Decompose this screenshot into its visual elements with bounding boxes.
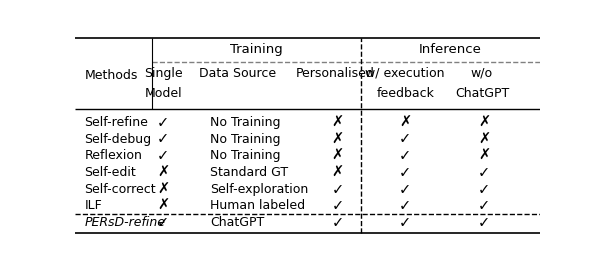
Text: ChatGPT: ChatGPT — [210, 216, 264, 229]
Text: ✓: ✓ — [332, 215, 344, 230]
Text: No Training: No Training — [210, 116, 280, 129]
Text: Inference: Inference — [419, 44, 482, 56]
Text: feedback: feedback — [376, 87, 434, 100]
Text: Self-exploration: Self-exploration — [210, 182, 308, 196]
Text: ✓: ✓ — [478, 165, 490, 180]
Text: ✗: ✗ — [478, 115, 490, 130]
Text: Self-debug: Self-debug — [84, 133, 151, 145]
Text: ✗: ✗ — [478, 148, 490, 163]
Text: ✓: ✓ — [478, 182, 490, 196]
Text: ✗: ✗ — [399, 115, 411, 130]
Text: Self-correct: Self-correct — [84, 182, 156, 196]
Text: Data Source: Data Source — [199, 67, 277, 80]
Text: Self-refine: Self-refine — [84, 116, 148, 129]
Text: ✓: ✓ — [157, 148, 169, 163]
Text: ✓: ✓ — [157, 131, 169, 147]
Text: ✓: ✓ — [399, 215, 411, 230]
Text: Standard GT: Standard GT — [210, 166, 288, 179]
Text: ✓: ✓ — [399, 148, 411, 163]
Text: Training: Training — [230, 44, 283, 56]
Text: ✗: ✗ — [157, 165, 169, 180]
Text: ✓: ✓ — [157, 115, 169, 130]
Text: PERsD-refine: PERsD-refine — [84, 216, 166, 229]
Text: ✗: ✗ — [157, 198, 169, 213]
Text: ✓: ✓ — [399, 131, 411, 147]
Text: ✓: ✓ — [157, 215, 169, 230]
Text: Methods: Methods — [84, 69, 137, 82]
Text: ILF: ILF — [84, 199, 102, 212]
Text: ✗: ✗ — [332, 131, 344, 147]
Text: ✓: ✓ — [332, 198, 344, 213]
Text: ✓: ✓ — [478, 198, 490, 213]
Text: Reflexion: Reflexion — [84, 149, 142, 162]
Text: ✗: ✗ — [157, 182, 169, 196]
Text: Self-edit: Self-edit — [84, 166, 136, 179]
Text: w/ execution: w/ execution — [365, 67, 445, 80]
Text: ✓: ✓ — [332, 182, 344, 196]
Text: Personalised: Personalised — [296, 67, 375, 80]
Text: No Training: No Training — [210, 149, 280, 162]
Text: ✓: ✓ — [399, 165, 411, 180]
Text: Single: Single — [144, 67, 182, 80]
Text: Model: Model — [145, 87, 182, 100]
Text: w/o: w/o — [471, 67, 493, 80]
Text: ✗: ✗ — [478, 131, 490, 147]
Text: ✗: ✗ — [332, 148, 344, 163]
Text: ✓: ✓ — [478, 215, 490, 230]
Text: Human labeled: Human labeled — [210, 199, 305, 212]
Text: ChatGPT: ChatGPT — [455, 87, 509, 100]
Text: ✓: ✓ — [399, 198, 411, 213]
Text: ✗: ✗ — [332, 115, 344, 130]
Text: ✗: ✗ — [332, 165, 344, 180]
Text: No Training: No Training — [210, 133, 280, 145]
Text: ✓: ✓ — [399, 182, 411, 196]
